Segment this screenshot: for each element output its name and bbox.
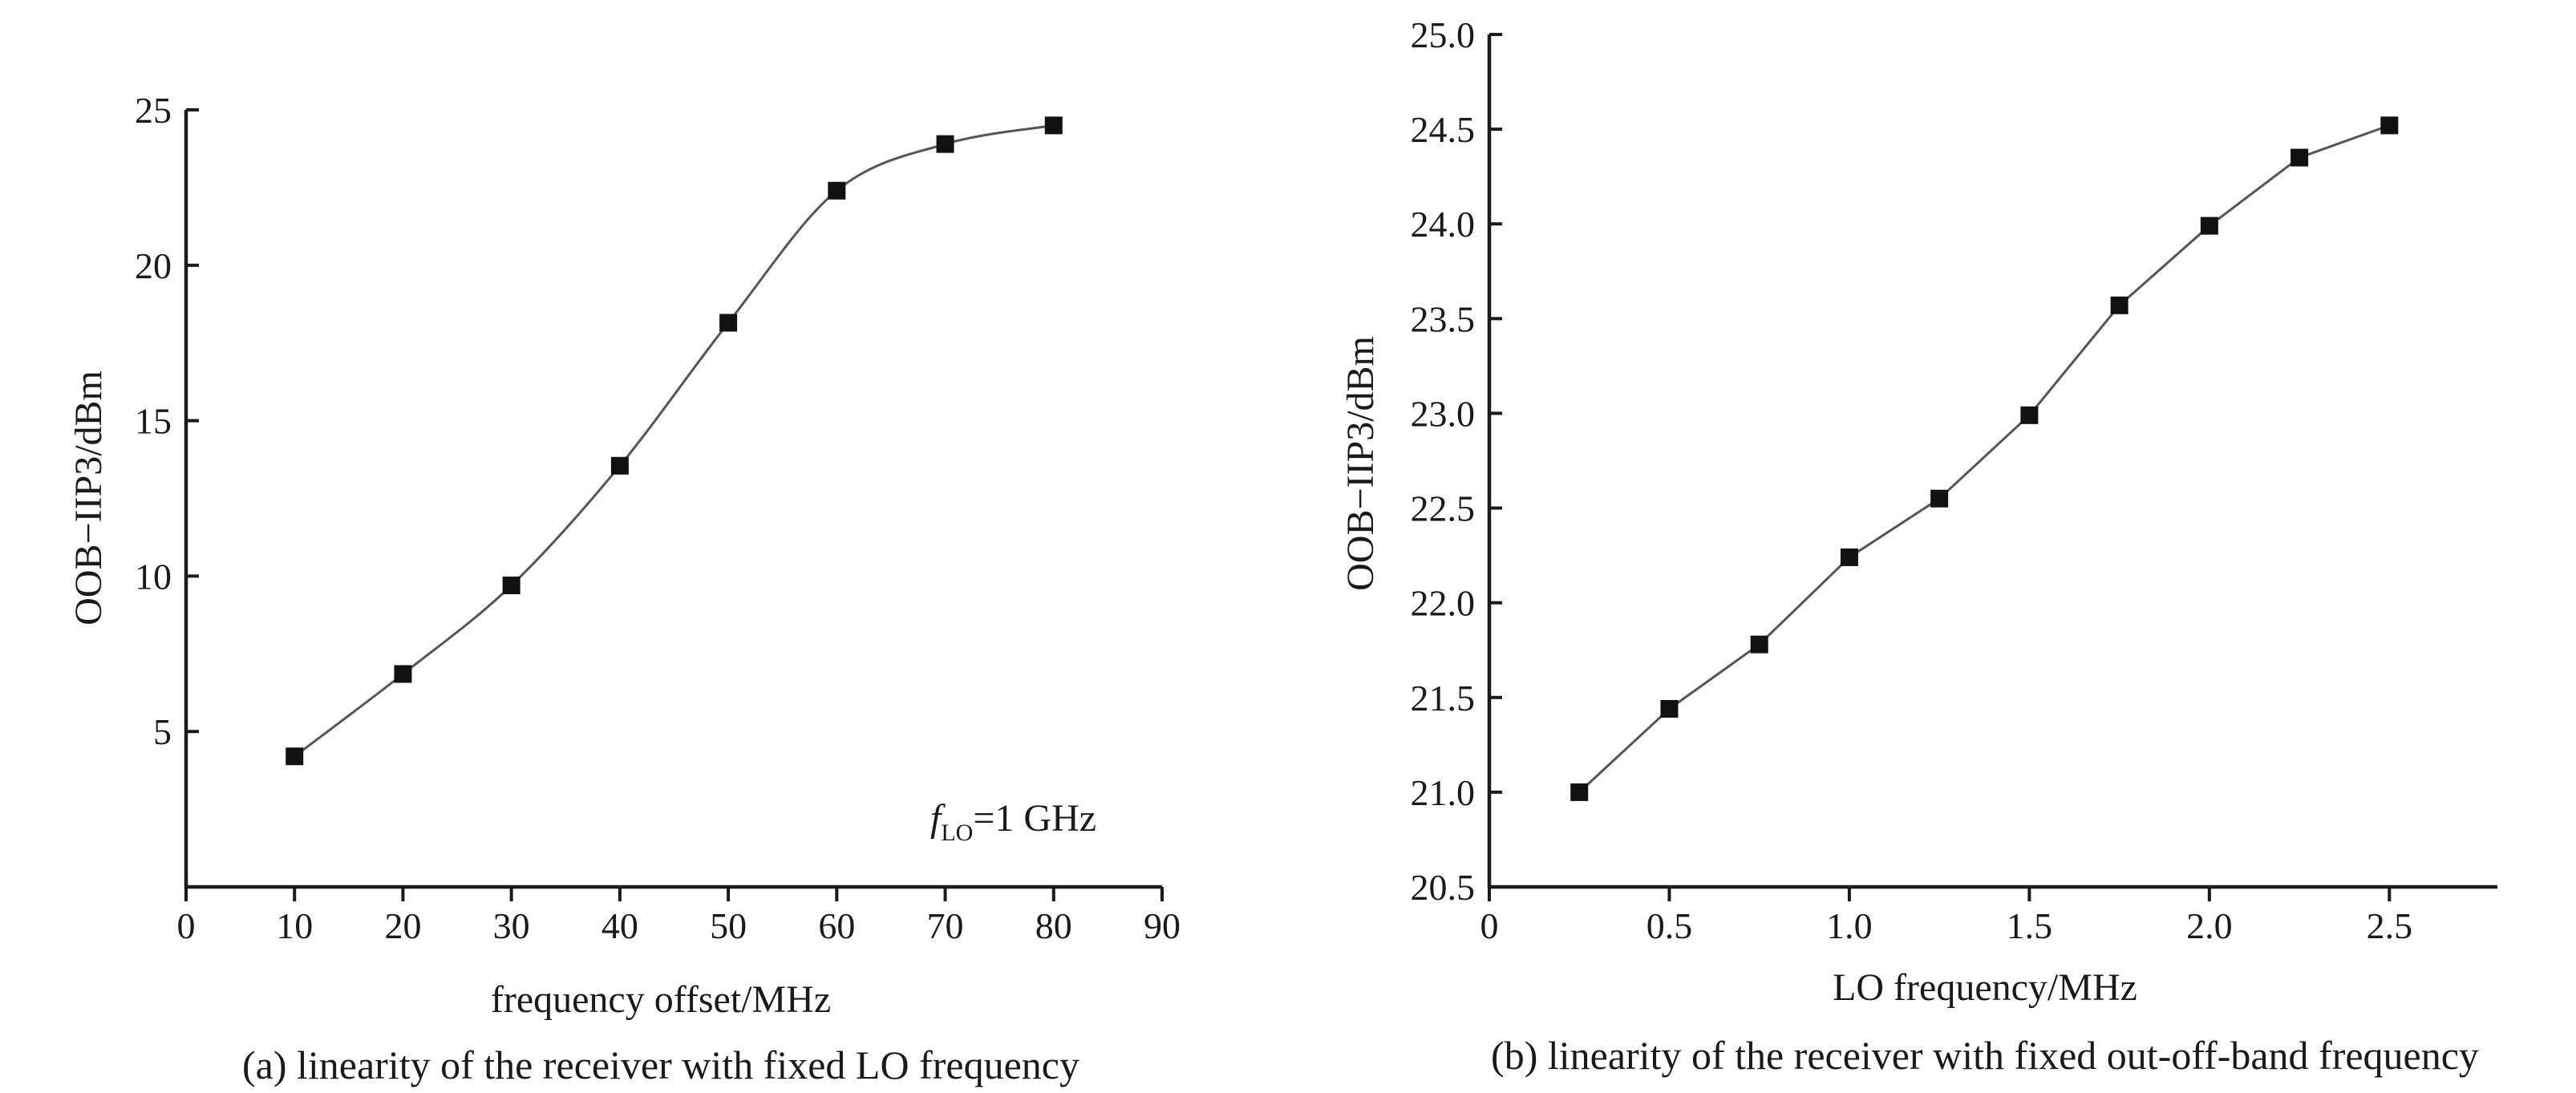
panel-b-data-point	[1930, 489, 1949, 508]
panel-a-x-tick-label: 50	[710, 905, 747, 946]
panel-a-data-point	[1044, 116, 1063, 135]
panel-b-data-point	[2200, 217, 2218, 235]
panel-b-data-point	[2290, 148, 2309, 167]
panel-b-caption: (b) linearity of the receiver with fixed…	[1491, 1033, 2479, 1078]
panel-a-data-point	[394, 665, 412, 683]
panel-b-x-tick-label: 0	[1480, 905, 1499, 946]
panel-a-x-tick-label: 0	[177, 905, 196, 946]
panel-b-data-point	[1750, 635, 1768, 654]
panel-b-x-tick-label: 2.5	[2367, 905, 2413, 946]
panel-b-data-point	[2110, 296, 2128, 314]
panel-b-series-line	[1578, 123, 2390, 793]
panel-b-data-point	[1570, 783, 1589, 801]
panel-a-annotation-text: =1 GHz	[973, 797, 1096, 840]
panel-b-x-tick-label: 2.0	[2186, 905, 2233, 946]
panel-a-y-tick-label: 5	[153, 711, 172, 752]
panel-b-x-tick-label: 1.5	[2007, 905, 2053, 946]
panel-b-y-tick-label: 20.5	[1411, 867, 1476, 908]
panel-a-y-tick-label: 20	[135, 245, 172, 286]
panel-b-data-point	[1840, 548, 1858, 566]
panel-a-annotation-subscript: LO	[941, 820, 973, 846]
panel-a-y-tick-label: 10	[135, 556, 172, 597]
panel-a-series-line	[294, 123, 1055, 758]
panel-a-axes	[184, 110, 1162, 889]
panel-b-x-tick-label: 0.5	[1646, 905, 1693, 946]
panel-a-chart: 5 10 15 20 25 0 10 20 30 40 50 60 70 80 90 OOB−IIP3/d…	[67, 90, 1181, 1087]
panel-a-data-point	[610, 456, 629, 475]
panel-a-data-point	[286, 747, 304, 766]
panel-b-y-tick-label: 24.5	[1411, 109, 1476, 150]
panel-a-x-tick-label: 20	[384, 905, 421, 946]
panel-b-y-tick-label: 22.5	[1411, 488, 1476, 529]
panel-a-x-tick-label: 70	[927, 905, 964, 946]
panel-a-y-tick-label: 15	[135, 401, 172, 442]
panel-a-x-tick-label: 80	[1035, 905, 1072, 946]
panel-b-y-tick-label: 23.5	[1411, 298, 1476, 339]
panel-a-x-tick-label: 90	[1144, 905, 1181, 946]
panel-b-x-tick-label: 1.0	[1826, 905, 1873, 946]
panel-b-data-point	[1660, 699, 1679, 718]
panel-a-x-tick-label: 10	[276, 905, 313, 946]
panel-b-data-point	[2380, 116, 2399, 135]
panel-a-y-axis-label: OOB−IIP3/dBm	[67, 370, 110, 625]
panel-a-data-point	[828, 181, 846, 200]
panel-a-x-tick-label: 60	[818, 905, 855, 946]
panel-a-x-tick-label: 40	[601, 905, 638, 946]
panel-a-caption: (a) linearity of the receiver with fixed…	[242, 1042, 1079, 1087]
panel-b-y-tick-label: 24.0	[1411, 204, 1476, 245]
panel-b-y-tick-label: 21.5	[1411, 678, 1476, 719]
panel-b-y-tick-label: 21.0	[1411, 772, 1476, 813]
panel-b-x-axis-label: LO frequency/MHz	[1833, 966, 2137, 1009]
panel-b-y-tick-label: 22.0	[1411, 583, 1476, 624]
panel-b-data-point	[2020, 406, 2039, 424]
panel-b-y-tick-label: 23.0	[1411, 393, 1476, 434]
panel-b-y-axis-label: OOB−IIP3/dBm	[1339, 336, 1382, 591]
panel-b-chart: 20.5 21.0 21.5 22.0 22.5 23.0 23.5 24.0 24.5 25.0…	[1339, 14, 2497, 1078]
panel-a-x-axis-label: frequency offset/MHz	[491, 978, 831, 1021]
panel-a-y-tick-label: 25	[135, 90, 172, 131]
panel-b-y-tick-label: 25.0	[1411, 14, 1476, 55]
panel-a-data-point	[719, 314, 738, 332]
panel-b-axes	[1487, 34, 2497, 889]
panel-a-data-point	[936, 135, 954, 153]
panel-a-annotation: fLO=1 GHz	[930, 797, 1096, 846]
panel-a-data-point	[502, 577, 520, 595]
panel-a-x-tick-label: 30	[493, 905, 530, 946]
